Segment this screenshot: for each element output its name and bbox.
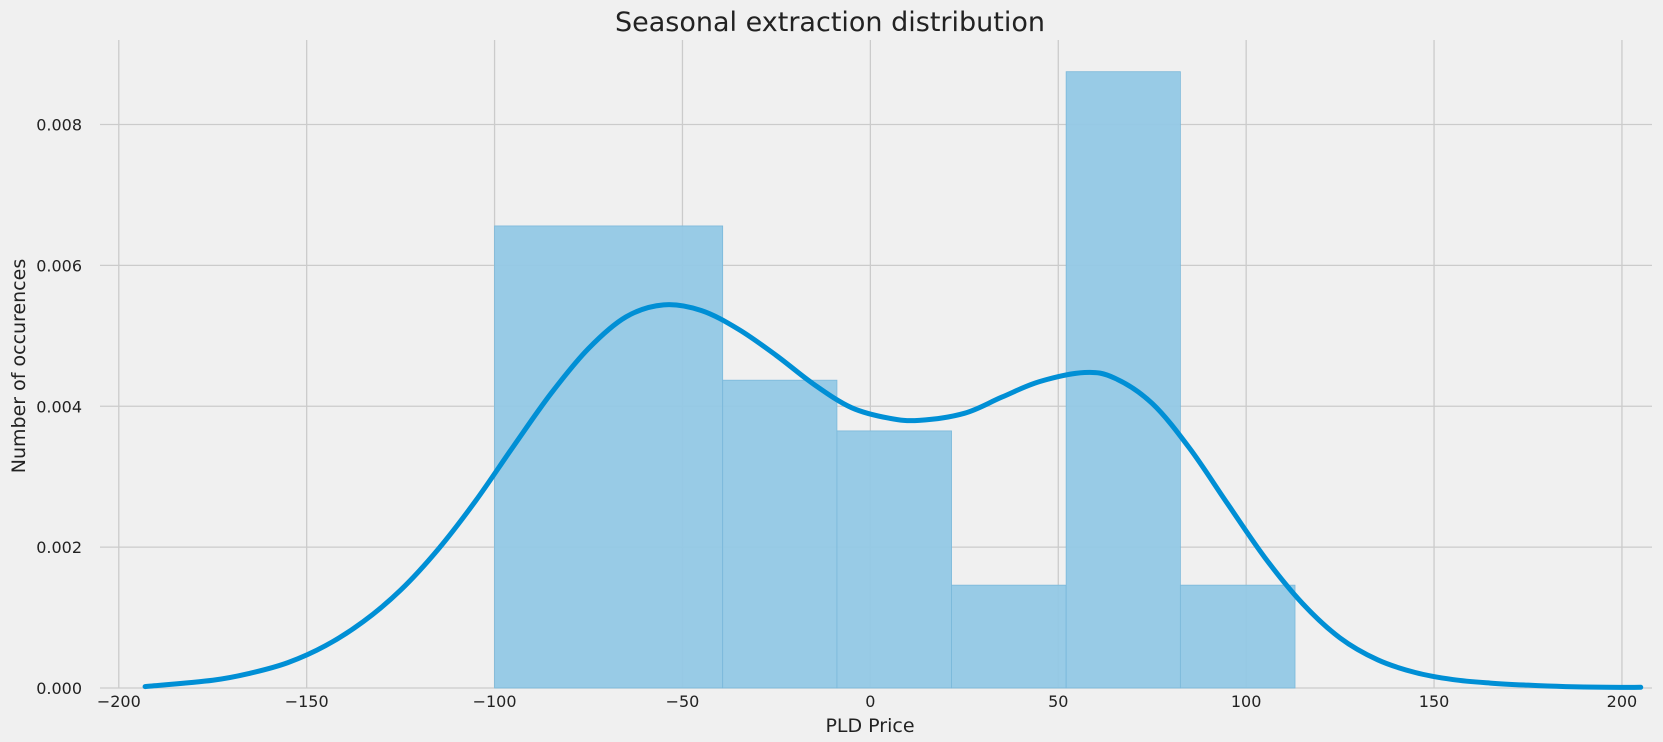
y-tick-label: 0.000 <box>36 679 82 698</box>
kde-line <box>142 302 1644 690</box>
histogram-bars <box>494 71 1296 689</box>
x-tick-label: 0 <box>865 692 875 711</box>
y-tick-label: 0.008 <box>36 116 82 135</box>
histogram-bar <box>494 225 724 689</box>
x-tick-label: 50 <box>1048 692 1068 711</box>
kde-curve-group <box>142 302 1644 690</box>
x-axis-title: PLD Price <box>825 715 914 737</box>
x-tick-label: 150 <box>1419 692 1450 711</box>
y-axis-title: Number of occurences <box>8 259 30 473</box>
histogram-bar <box>951 584 1067 689</box>
x-tick-label: −50 <box>666 692 700 711</box>
y-tick-label: 0.006 <box>36 256 82 275</box>
histogram-bar <box>722 379 838 689</box>
histogram-bar <box>1179 584 1296 689</box>
y-tick-label: 0.004 <box>36 397 82 416</box>
y-tick-label: 0.002 <box>36 538 82 557</box>
x-tick-label: 200 <box>1607 692 1638 711</box>
y-tick-labels: 0.000 0.002 0.004 0.006 0.008 <box>36 116 82 698</box>
x-tick-label: −100 <box>473 692 517 711</box>
histogram-bar <box>836 430 952 689</box>
x-tick-label: 100 <box>1231 692 1262 711</box>
x-tick-label: −200 <box>97 692 141 711</box>
x-tick-labels: −200 −150 −100 −50 0 50 100 150 200 <box>97 692 1637 711</box>
chart-title: Seasonal extraction distribution <box>615 7 1045 38</box>
x-tick-label: −150 <box>285 692 329 711</box>
